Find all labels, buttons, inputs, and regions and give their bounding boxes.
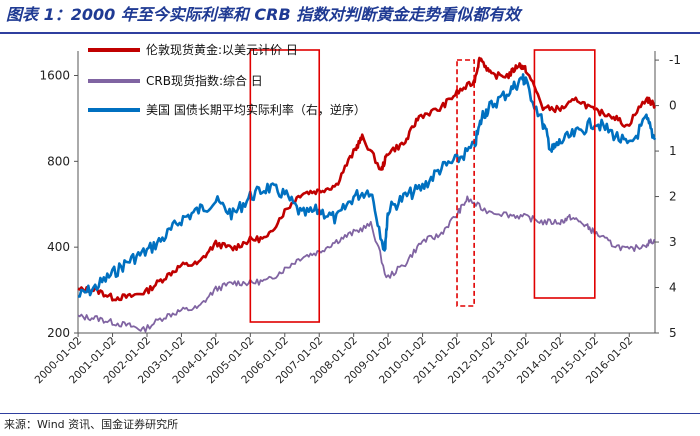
right-axis-tick-label: 3 [669,235,677,249]
series-line-2 [77,195,656,333]
chart-legend: 伦敦现货黄金:以美元计价 日 CRB现货指数:综合 日美国 国债长期平均实际利率（… [88,42,366,117]
left-axis-tick-label: 1600 [39,68,70,82]
left-axis-tick-label: 400 [47,240,70,254]
legend-label-1: 伦敦现货黄金:以美元计价 日 [146,42,298,57]
left-axis-tick-label: 200 [47,326,70,340]
source-rule [0,413,700,414]
title-rule [0,32,700,34]
series-line-1 [77,56,657,302]
highlight-box-1 [249,49,321,323]
chart-title: 图表 1：2000 年至今实际利率和 CRB 指数对判断黄金走势看似都有效 [6,5,521,24]
legend-label-3: 美国 国债长期平均实际利率（右，逆序） [146,102,366,117]
source-note: 来源：Wind 资讯、国金证券研究所 [4,418,179,431]
left-axis-tick-label: 800 [47,154,70,168]
series-line-3 [78,73,657,298]
highlight-box-2 [456,59,475,307]
right-axis-tick-label: 1 [669,144,677,158]
right-axis-tick-label: 4 [669,281,677,295]
legend-label-2: CRB现货指数:综合 日 [146,73,263,88]
right-axis-tick-label: 5 [669,326,677,340]
chart-canvas: 2004008001600-10123452000-01-022001-01-0… [33,42,681,386]
highlight-box-3 [533,49,596,299]
right-axis-tick-label: 2 [669,190,677,204]
right-axis-tick-label: -1 [669,53,681,67]
right-axis-tick-label: 0 [669,99,677,113]
